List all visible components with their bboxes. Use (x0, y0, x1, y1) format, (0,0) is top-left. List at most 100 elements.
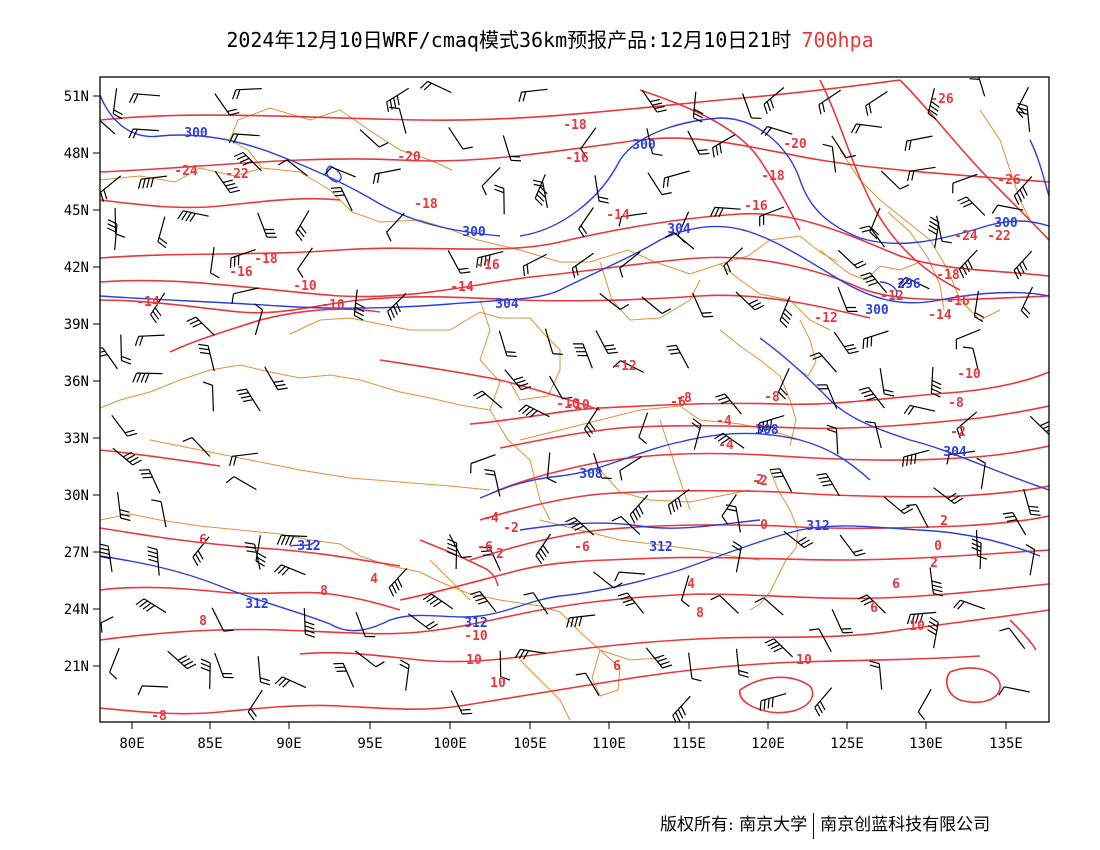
lon-label: 130E (909, 736, 943, 752)
wind-barb (233, 151, 262, 172)
boundary-line (591, 649, 621, 697)
lat-label: 39N (64, 317, 89, 333)
temperature-label: 10 (909, 619, 925, 634)
temperature-contour (469, 371, 1049, 425)
wind-barb (826, 424, 839, 455)
boundary-line (100, 167, 839, 275)
temperature-label: -14 (450, 280, 474, 295)
wind-barb (114, 207, 126, 238)
lat-label: 24N (64, 602, 89, 618)
temperature-label: -2 (950, 425, 966, 440)
temperature-contour (1009, 619, 1037, 651)
wind-barb (758, 415, 785, 434)
lat-label: 21N (64, 659, 89, 675)
lon-label: 100E (433, 736, 467, 752)
wind-barb (962, 346, 980, 374)
wind-barb (100, 119, 116, 135)
wind-barb (642, 90, 667, 113)
wind-barb (535, 533, 551, 565)
wind-barb (232, 88, 262, 100)
wind-barb (273, 564, 306, 576)
lon-label: 95E (357, 736, 382, 752)
wind-barb (593, 453, 612, 480)
boundary-line (479, 299, 551, 521)
wind-barb (571, 252, 594, 279)
wind-barb (422, 593, 454, 610)
wind-barb (150, 292, 166, 324)
wind-barb (869, 660, 883, 690)
wind-barb (593, 571, 623, 589)
temperature-label: -12 (814, 311, 837, 326)
temperature-label: -20 (783, 137, 807, 152)
wind-barb (933, 487, 964, 505)
wind-barb (759, 693, 787, 711)
wind-barb (112, 88, 123, 120)
geopotential-contour (1029, 139, 1049, 197)
temperature-label: -8 (151, 709, 167, 724)
geopotential-contour (519, 117, 1049, 245)
wind-barb (479, 546, 501, 571)
temperature-label: -14 (606, 208, 630, 223)
boundary-line (719, 263, 831, 331)
wind-barb (229, 249, 256, 269)
wind-barb (549, 375, 573, 400)
wind-barb (504, 369, 532, 391)
temperature-label: -18 (254, 252, 278, 267)
temperature-contour (100, 449, 221, 467)
temperature-label: -24 (174, 164, 198, 179)
boundary-line (599, 469, 751, 503)
wind-barb (692, 292, 714, 318)
wind-barb (898, 276, 930, 290)
temperature-label: -16 (476, 258, 500, 273)
temperature-label: 2 (940, 514, 948, 529)
wind-barb (865, 420, 882, 449)
temperature-label: -4 (483, 511, 499, 526)
wind-barb (710, 594, 739, 614)
temperature-label: -8 (948, 396, 964, 411)
wind-barb (612, 360, 644, 373)
wind-barb (687, 130, 710, 155)
geopotential-labels: 300 300 300 304 304 296 300 300 308 304 308 312 312 3… (184, 126, 1018, 631)
temperature-label: 0 (934, 539, 942, 554)
wind-barb (594, 175, 609, 204)
temperature-label: 0 (760, 518, 768, 533)
temperature-label: -14 (928, 308, 952, 323)
wind-barb (714, 432, 745, 449)
wind-barb (100, 543, 113, 572)
wind-barb (662, 170, 690, 188)
wind-barb (134, 334, 165, 346)
wind-barb (688, 652, 702, 682)
boundary-line (719, 329, 797, 447)
wind-barb (779, 296, 793, 328)
wind-barb (494, 184, 505, 215)
wind-barb (359, 129, 389, 148)
wind-barb (991, 204, 1024, 214)
temperature-label: -26 (930, 92, 954, 107)
wind-barb (209, 247, 220, 279)
lat-label: 42N (64, 260, 89, 276)
wind-barb (448, 127, 473, 150)
lat-label: 30N (64, 488, 89, 504)
temperature-label: -2 (752, 474, 768, 489)
temperature-contour (100, 655, 981, 715)
wind-barb (257, 212, 277, 238)
geopotential-contour (325, 165, 342, 183)
temperature-contour (399, 549, 1049, 601)
wind-barb (254, 303, 264, 336)
geopotential-label: 300 (865, 303, 889, 318)
wind-barb (200, 658, 211, 689)
wind-barb (202, 381, 214, 412)
boundary-line (519, 659, 571, 721)
title-text: 2024年12月10日WRF/cmaq模式36km预报产品:12月10日21时 (226, 28, 792, 52)
wind-barb (880, 170, 910, 190)
temperature-contour (100, 212, 1049, 277)
wind-barb (583, 406, 600, 438)
wind-barb (953, 599, 986, 610)
wind-barb (247, 689, 263, 721)
wind-barb (1029, 415, 1049, 435)
temperature-contour (946, 667, 1001, 704)
temperature-label: -16 (946, 294, 970, 309)
wind-barb (831, 135, 856, 159)
wind-barb (742, 93, 762, 119)
geopotential-contour (519, 519, 761, 531)
